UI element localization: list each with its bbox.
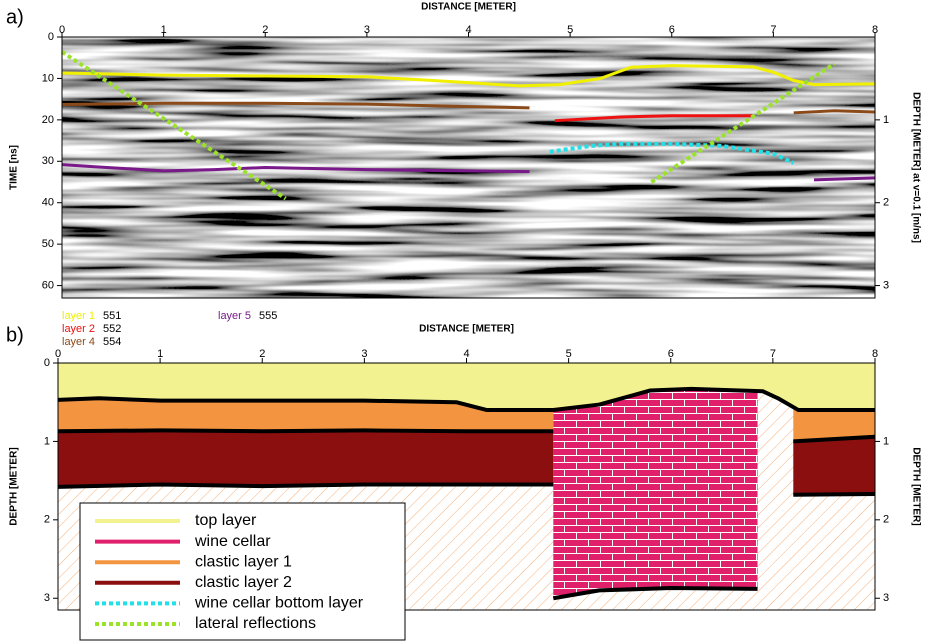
layer-label: layer 5	[218, 310, 251, 322]
y-axis-title: TIME [ns]	[9, 145, 20, 190]
y2-axis-title: DEPTH [METER] at v=0.1 [m/ns]	[910, 92, 921, 243]
y2-tick-label: 2	[883, 514, 889, 526]
x-tick-label: 0	[59, 24, 65, 36]
panel-label: b)	[6, 324, 24, 346]
layer-fill	[793, 437, 875, 495]
x-tick-label: 0	[55, 348, 61, 360]
legend-label: clastic layer 1	[195, 553, 292, 570]
y-tick-label: 0	[44, 357, 50, 369]
y-tick-label: 50	[42, 238, 54, 250]
y2-axis-title: DEPTH [METER]	[910, 447, 921, 525]
legend-label: wine cellar bottom layer	[194, 595, 364, 612]
layer-label: layer 1	[62, 310, 95, 322]
x-tick-label: 1	[157, 348, 163, 360]
layer-label: layer 4	[62, 336, 95, 348]
x-tick-label: 1	[161, 24, 167, 36]
layer-fill	[58, 430, 553, 486]
brick-overlay	[553, 389, 757, 598]
x-tick-label: 6	[669, 24, 675, 36]
x-tick-label: 7	[770, 24, 776, 36]
y-tick-label: 40	[42, 197, 54, 209]
y-tick-label: 3	[44, 592, 50, 604]
layer-id: 552	[103, 323, 121, 335]
y2-tick-label: 1	[883, 435, 889, 447]
x-tick-label: 4	[465, 24, 471, 36]
y-tick-label: 10	[42, 72, 54, 84]
layer-boundary	[58, 485, 553, 487]
layer-label: layer 2	[62, 323, 95, 335]
y2-tick-label: 1	[883, 114, 889, 126]
x-tick-label: 3	[364, 24, 370, 36]
layer-boundary	[793, 494, 875, 495]
y-tick-label: 60	[42, 279, 54, 291]
y-tick-label: 0	[48, 31, 54, 43]
x-tick-label: 7	[770, 348, 776, 360]
layer-id: 555	[259, 310, 277, 322]
y-tick-label: 20	[42, 114, 54, 126]
legend-label: clastic layer 2	[195, 574, 292, 591]
y2-tick-label: 2	[883, 197, 889, 209]
x-tick-label: 2	[262, 24, 268, 36]
y2-tick-label: 3	[883, 592, 889, 604]
x-axis-title: DISTANCE [METER]	[421, 2, 516, 13]
layer-id: 551	[103, 310, 121, 322]
x-tick-label: 5	[567, 24, 573, 36]
x-tick-label: 8	[872, 24, 878, 36]
layer-boundary	[58, 430, 553, 431]
y-tick-label: 30	[42, 155, 54, 167]
panel-label: a)	[6, 6, 24, 28]
x-tick-label: 3	[361, 348, 367, 360]
x-tick-label: 5	[566, 348, 572, 360]
figure: 0123456780102030405060123DISTANCE [METER…	[0, 0, 928, 643]
y-tick-label: 2	[44, 514, 50, 526]
x-tick-label: 2	[259, 348, 265, 360]
legend-label: lateral reflections	[195, 615, 316, 632]
legend-label: top layer	[195, 512, 257, 529]
layer-line	[814, 178, 875, 180]
y2-tick-label: 3	[883, 279, 889, 291]
x-axis-title: DISTANCE [METER]	[419, 324, 514, 335]
legend-label: wine cellar	[194, 533, 271, 550]
x-tick-label: 6	[668, 348, 674, 360]
layer-id: 554	[103, 336, 121, 348]
y-tick-label: 1	[44, 435, 50, 447]
x-tick-label: 4	[463, 348, 469, 360]
x-tick-label: 8	[872, 348, 878, 360]
y-axis-title: DEPTH [METER]	[9, 447, 20, 525]
